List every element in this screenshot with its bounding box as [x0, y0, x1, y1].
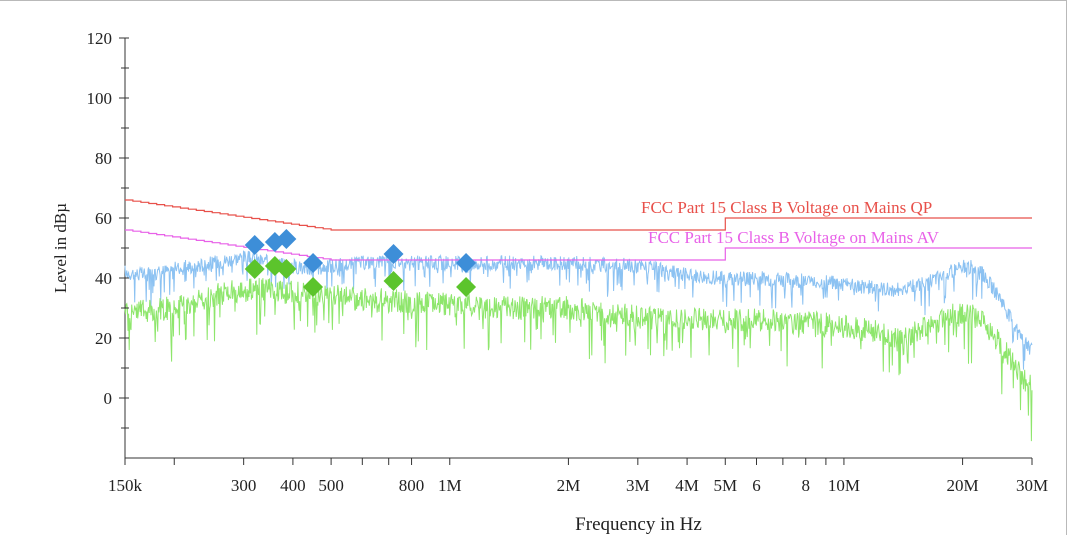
labels-layer: Frequency in Hz Level in dBµ	[51, 203, 702, 535]
x-tick-label: 6	[752, 476, 761, 495]
x-axis-label: Frequency in Hz	[575, 514, 702, 535]
x-tick-label: 150k	[108, 476, 143, 495]
y-tick-label: 40	[95, 269, 112, 288]
ticks-layer: 120 100 80 60 40 20 0 150k 300 400 500 800 1M 2M 3M 4M 5…	[87, 29, 1049, 495]
series-layer	[124, 250, 1033, 442]
marker-qp	[276, 229, 297, 249]
x-tick-label: 3M	[626, 476, 650, 495]
y-axis-label: Level in dBµ	[51, 203, 70, 293]
y-tick-label: 0	[104, 389, 113, 408]
x-tick-label: 5M	[713, 476, 737, 495]
x-tick-label: 4M	[675, 476, 699, 495]
marker-qp	[244, 235, 265, 255]
trace-2	[124, 278, 1033, 442]
y-tick-label: 120	[87, 29, 113, 48]
y-tick-label: 20	[95, 329, 112, 348]
marker-qp	[383, 244, 404, 264]
x-tick-label: 400	[280, 476, 306, 495]
x-tick-label: 300	[231, 476, 257, 495]
limit-label-av: FCC Part 15 Class B Voltage on Mains AV	[648, 228, 940, 247]
limit-line-av	[125, 229, 1032, 261]
markers-layer	[244, 229, 477, 297]
y-tick-label: 80	[95, 149, 112, 168]
limit-label-qp: FCC Part 15 Class B Voltage on Mains QP	[641, 198, 932, 217]
x-tick-label: 10M	[828, 476, 860, 495]
marker-av	[303, 277, 324, 297]
marker-av	[456, 277, 477, 297]
limit-line-qp	[125, 199, 1032, 231]
x-tick-label: 1M	[438, 476, 462, 495]
y-tick-label: 60	[95, 209, 112, 228]
marker-av	[244, 259, 265, 279]
x-tick-label: 8	[801, 476, 810, 495]
x-tick-label: 2M	[557, 476, 581, 495]
x-tick-label: 800	[399, 476, 425, 495]
x-tick-label: 30M	[1016, 476, 1048, 495]
marker-qp	[303, 253, 324, 273]
marker-qp	[456, 253, 477, 273]
x-tick-label: 20M	[947, 476, 979, 495]
limit-lines-layer: FCC Part 15 Class B Voltage on Mains QP F…	[125, 198, 1032, 261]
x-tick-label: 500	[318, 476, 344, 495]
y-tick-label: 100	[87, 89, 113, 108]
marker-av	[383, 271, 404, 291]
marker-av	[276, 259, 297, 279]
